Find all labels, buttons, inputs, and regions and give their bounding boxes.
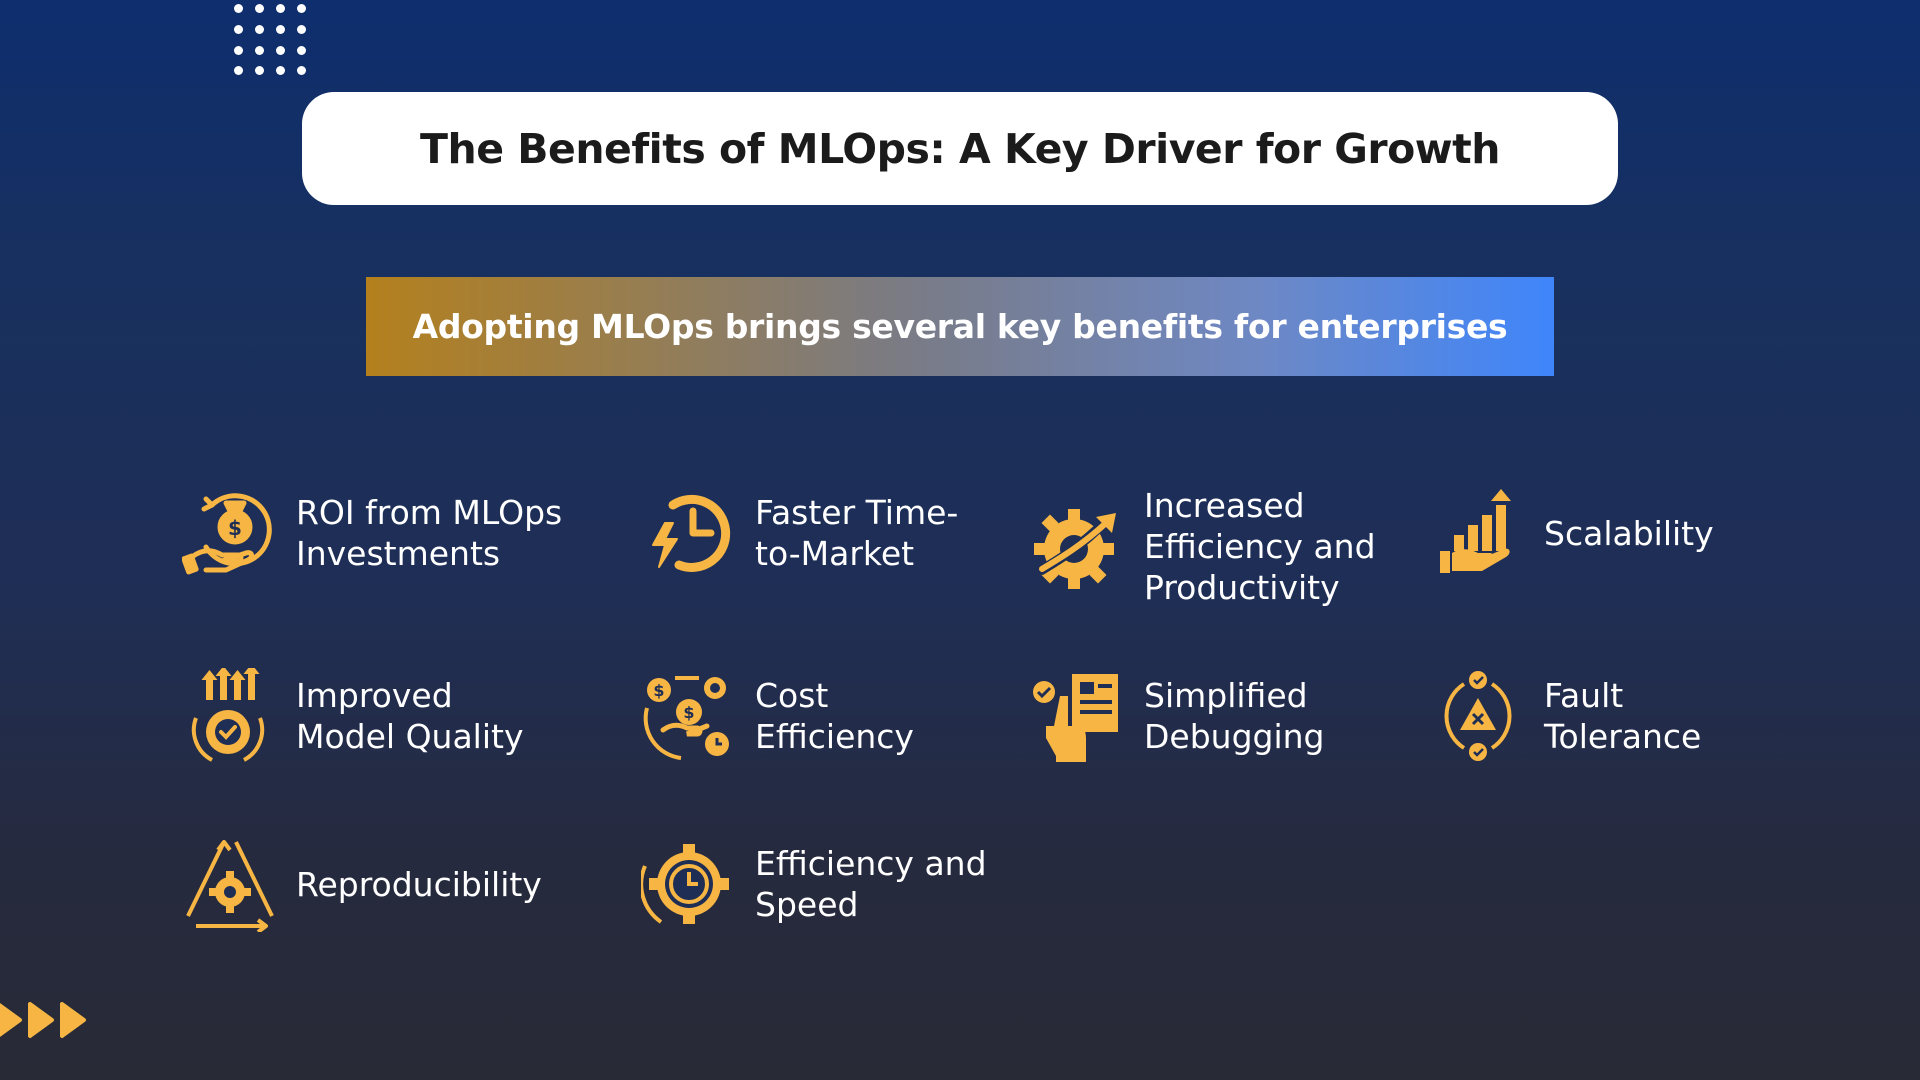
benefit-label: Fault Tolerance (1544, 676, 1702, 756)
benefit-roi: $ ROI from MLOps Investments (182, 485, 562, 581)
benefit-reproducibility: Reproducibility (182, 836, 542, 932)
gear-check-arrows-icon (182, 668, 278, 764)
subtitle-banner: Adopting MLOps brings several key benefi… (366, 277, 1554, 376)
page-subtitle: Adopting MLOps brings several key benefi… (412, 307, 1508, 346)
svg-text:$: $ (228, 516, 242, 540)
benefit-increased-efficiency: Increased Efficiency and Productivity (1030, 485, 1376, 608)
benefit-label: Improved Model Quality (296, 676, 524, 756)
clock-lightning-icon (641, 485, 737, 581)
page-title: The Benefits of MLOps: A Key Driver for … (420, 124, 1500, 173)
money-gear-cycle-icon: $ $ (641, 668, 737, 764)
benefit-efficiency-and-speed: Efficiency and Speed (641, 836, 987, 932)
benefit-faster-time-to-market: Faster Time- to-Market (641, 485, 958, 581)
svg-text:$: $ (653, 681, 664, 700)
benefit-label: Increased Efficiency and Productivity (1144, 486, 1376, 607)
warning-cycle-icon (1430, 668, 1526, 764)
gear-growth-icon (1030, 499, 1126, 595)
hand-bar-chart-icon (1430, 485, 1526, 581)
gear-triangle-cycle-icon (182, 836, 278, 932)
decorative-dot-grid (234, 4, 320, 76)
play-arrows-icon (0, 1002, 86, 1038)
benefit-simplified-debugging: Simplified Debugging (1030, 668, 1325, 764)
benefit-cost-efficiency: $ $ Cost Efficiency (641, 668, 914, 764)
decorative-arrows (0, 1000, 104, 1040)
benefit-label: Efficiency and Speed (755, 844, 987, 924)
benefit-improved-model-quality: Improved Model Quality (182, 668, 524, 764)
benefit-label: Faster Time- to-Market (755, 493, 959, 573)
benefit-label: ROI from MLOps Investments (296, 493, 563, 573)
title-banner: The Benefits of MLOps: A Key Driver for … (302, 92, 1618, 205)
benefit-label: Scalability (1544, 513, 1714, 553)
benefit-scalability: Scalability (1430, 485, 1714, 581)
benefit-label: Cost Efficiency (755, 676, 914, 756)
benefit-label: Reproducibility (296, 864, 542, 904)
benefit-label: Simplified Debugging (1144, 676, 1325, 756)
money-bag-hand-icon: $ (182, 485, 278, 581)
svg-text:$: $ (683, 703, 694, 722)
benefit-fault-tolerance: Fault Tolerance (1430, 668, 1701, 764)
hand-document-check-icon (1030, 668, 1126, 764)
stopwatch-gear-icon (641, 836, 737, 932)
